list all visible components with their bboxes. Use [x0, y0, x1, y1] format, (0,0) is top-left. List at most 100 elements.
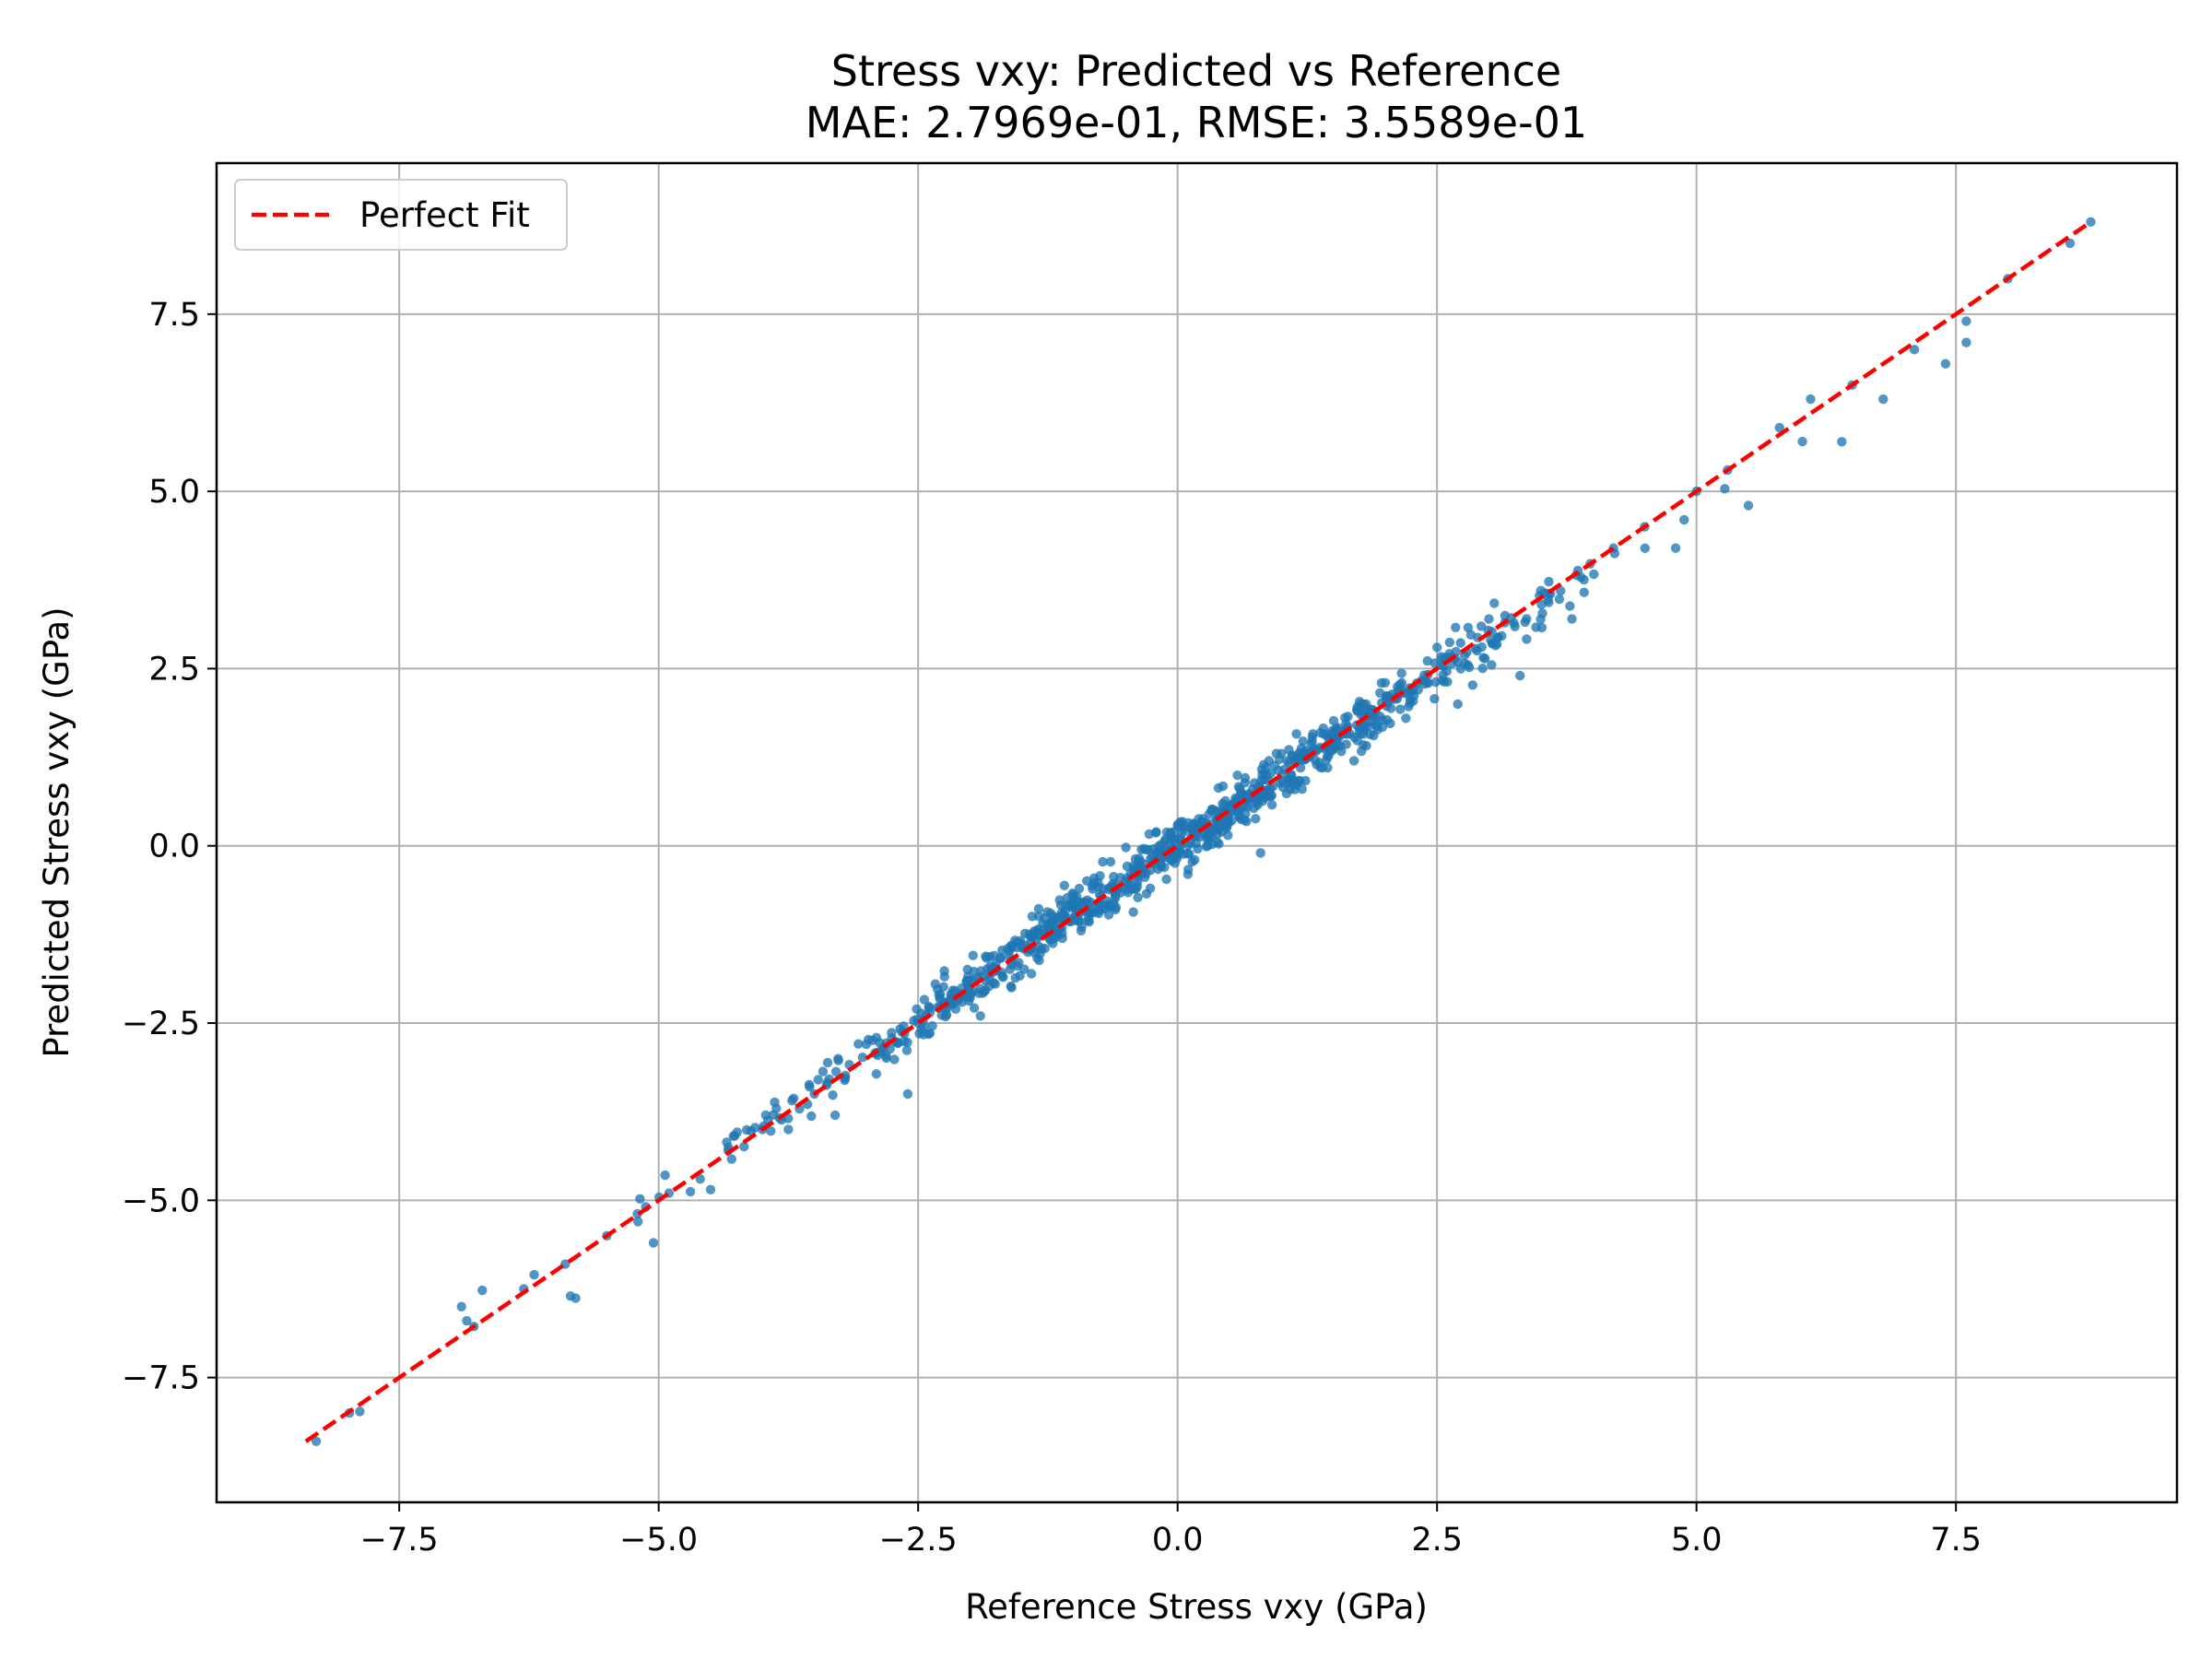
data-point — [1377, 714, 1387, 725]
data-point — [1535, 614, 1546, 625]
x-tick-label: 0.0 — [1152, 1522, 1204, 1559]
data-point — [1256, 775, 1266, 786]
data-point — [1432, 642, 1442, 653]
data-point — [1357, 746, 1367, 757]
data-point — [1277, 782, 1288, 793]
legend: Perfect Fit — [234, 179, 568, 251]
data-point — [1565, 601, 1575, 611]
data-point — [1179, 821, 1189, 831]
data-point — [1531, 622, 1541, 632]
data-point — [1098, 856, 1108, 867]
data-point — [1109, 872, 1119, 882]
data-point — [1006, 941, 1017, 952]
data-point — [1797, 436, 1807, 447]
data-point — [529, 1269, 539, 1280]
data-point — [311, 1436, 322, 1447]
data-point — [1026, 969, 1037, 979]
data-point — [1265, 768, 1276, 779]
data-point — [912, 1004, 922, 1015]
data-point — [1076, 898, 1087, 908]
data-point — [1467, 680, 1478, 690]
data-point — [768, 1110, 779, 1120]
x-tick-label: 5.0 — [1671, 1522, 1723, 1559]
data-point — [770, 1097, 780, 1108]
data-point — [660, 1170, 670, 1181]
data-point — [1033, 903, 1044, 914]
data-point — [833, 1055, 843, 1065]
data-point — [1544, 576, 1554, 587]
data-point — [1190, 854, 1200, 865]
data-point — [1223, 830, 1233, 841]
data-point — [1165, 837, 1175, 847]
x-tick-label: −5.0 — [619, 1522, 698, 1559]
data-point — [1422, 655, 1433, 666]
data-point — [1451, 646, 1462, 657]
data-point — [1315, 762, 1325, 772]
data-point — [924, 1029, 934, 1040]
data-point — [1191, 839, 1201, 849]
data-point — [1169, 827, 1180, 837]
data-point — [1270, 760, 1280, 771]
data-point — [1451, 622, 1461, 632]
legend-label-perfect-fit: Perfect Fit — [359, 195, 530, 235]
data-point — [1480, 653, 1490, 664]
x-axis-ticks: −7.5 −5.0 −2.5 0.0 2.5 5.0 7.5 — [360, 1502, 1982, 1559]
data-point — [830, 1066, 841, 1077]
data-point — [732, 1127, 742, 1137]
data-point — [1048, 938, 1058, 948]
data-point — [1271, 748, 1282, 759]
data-point — [633, 1217, 643, 1227]
data-point — [822, 1057, 833, 1068]
x-tick-label: −7.5 — [360, 1522, 439, 1559]
data-point — [1579, 587, 1590, 597]
data-point — [2086, 217, 2096, 227]
data-point — [1182, 848, 1193, 859]
data-point — [1224, 802, 1235, 812]
data-point — [1348, 756, 1359, 766]
data-point — [1095, 871, 1105, 881]
data-point — [741, 1124, 752, 1135]
plot-frame — [215, 161, 2179, 1504]
data-point — [881, 1051, 891, 1061]
data-point — [1084, 912, 1094, 923]
data-point — [949, 985, 960, 996]
data-point — [1409, 690, 1419, 700]
data-point — [867, 1035, 878, 1046]
data-point — [887, 1028, 897, 1038]
data-point — [1054, 895, 1065, 905]
data-point — [1155, 845, 1165, 855]
y-tick-label: 7.5 — [148, 297, 200, 334]
data-point — [355, 1406, 365, 1417]
data-point — [1554, 594, 1565, 605]
data-point — [1105, 856, 1116, 867]
data-point — [806, 1111, 817, 1122]
data-point — [2065, 238, 2076, 249]
data-point — [1183, 865, 1194, 875]
chart-subtitle: MAE: 2.7969e-01, RMSE: 3.5589e-01 — [806, 98, 1587, 147]
data-point — [1103, 910, 1114, 920]
data-point — [1328, 715, 1339, 726]
data-point — [1489, 598, 1500, 608]
data-point — [477, 1285, 488, 1296]
data-point — [1961, 337, 1971, 347]
data-point — [1040, 913, 1050, 924]
data-point — [1477, 621, 1487, 631]
data-point — [1308, 729, 1318, 739]
data-point — [1492, 632, 1503, 642]
data-point — [1477, 664, 1488, 674]
data-point — [939, 966, 949, 976]
x-axis-label: Reference Stress vxy (GPa) — [965, 1587, 1428, 1627]
data-point — [1020, 928, 1030, 938]
data-point — [1291, 729, 1301, 739]
y-tick-label: 2.5 — [148, 651, 200, 688]
data-point — [1331, 724, 1341, 735]
data-point — [788, 1093, 799, 1104]
data-point — [1341, 739, 1351, 749]
data-point — [1455, 664, 1466, 674]
data-point — [1430, 694, 1440, 704]
data-point — [1376, 677, 1387, 688]
data-point — [1128, 907, 1138, 917]
chart-title: Stress vxy: Predicted vs Reference — [831, 46, 1561, 96]
data-point — [1265, 792, 1276, 802]
data-point — [1103, 900, 1114, 912]
